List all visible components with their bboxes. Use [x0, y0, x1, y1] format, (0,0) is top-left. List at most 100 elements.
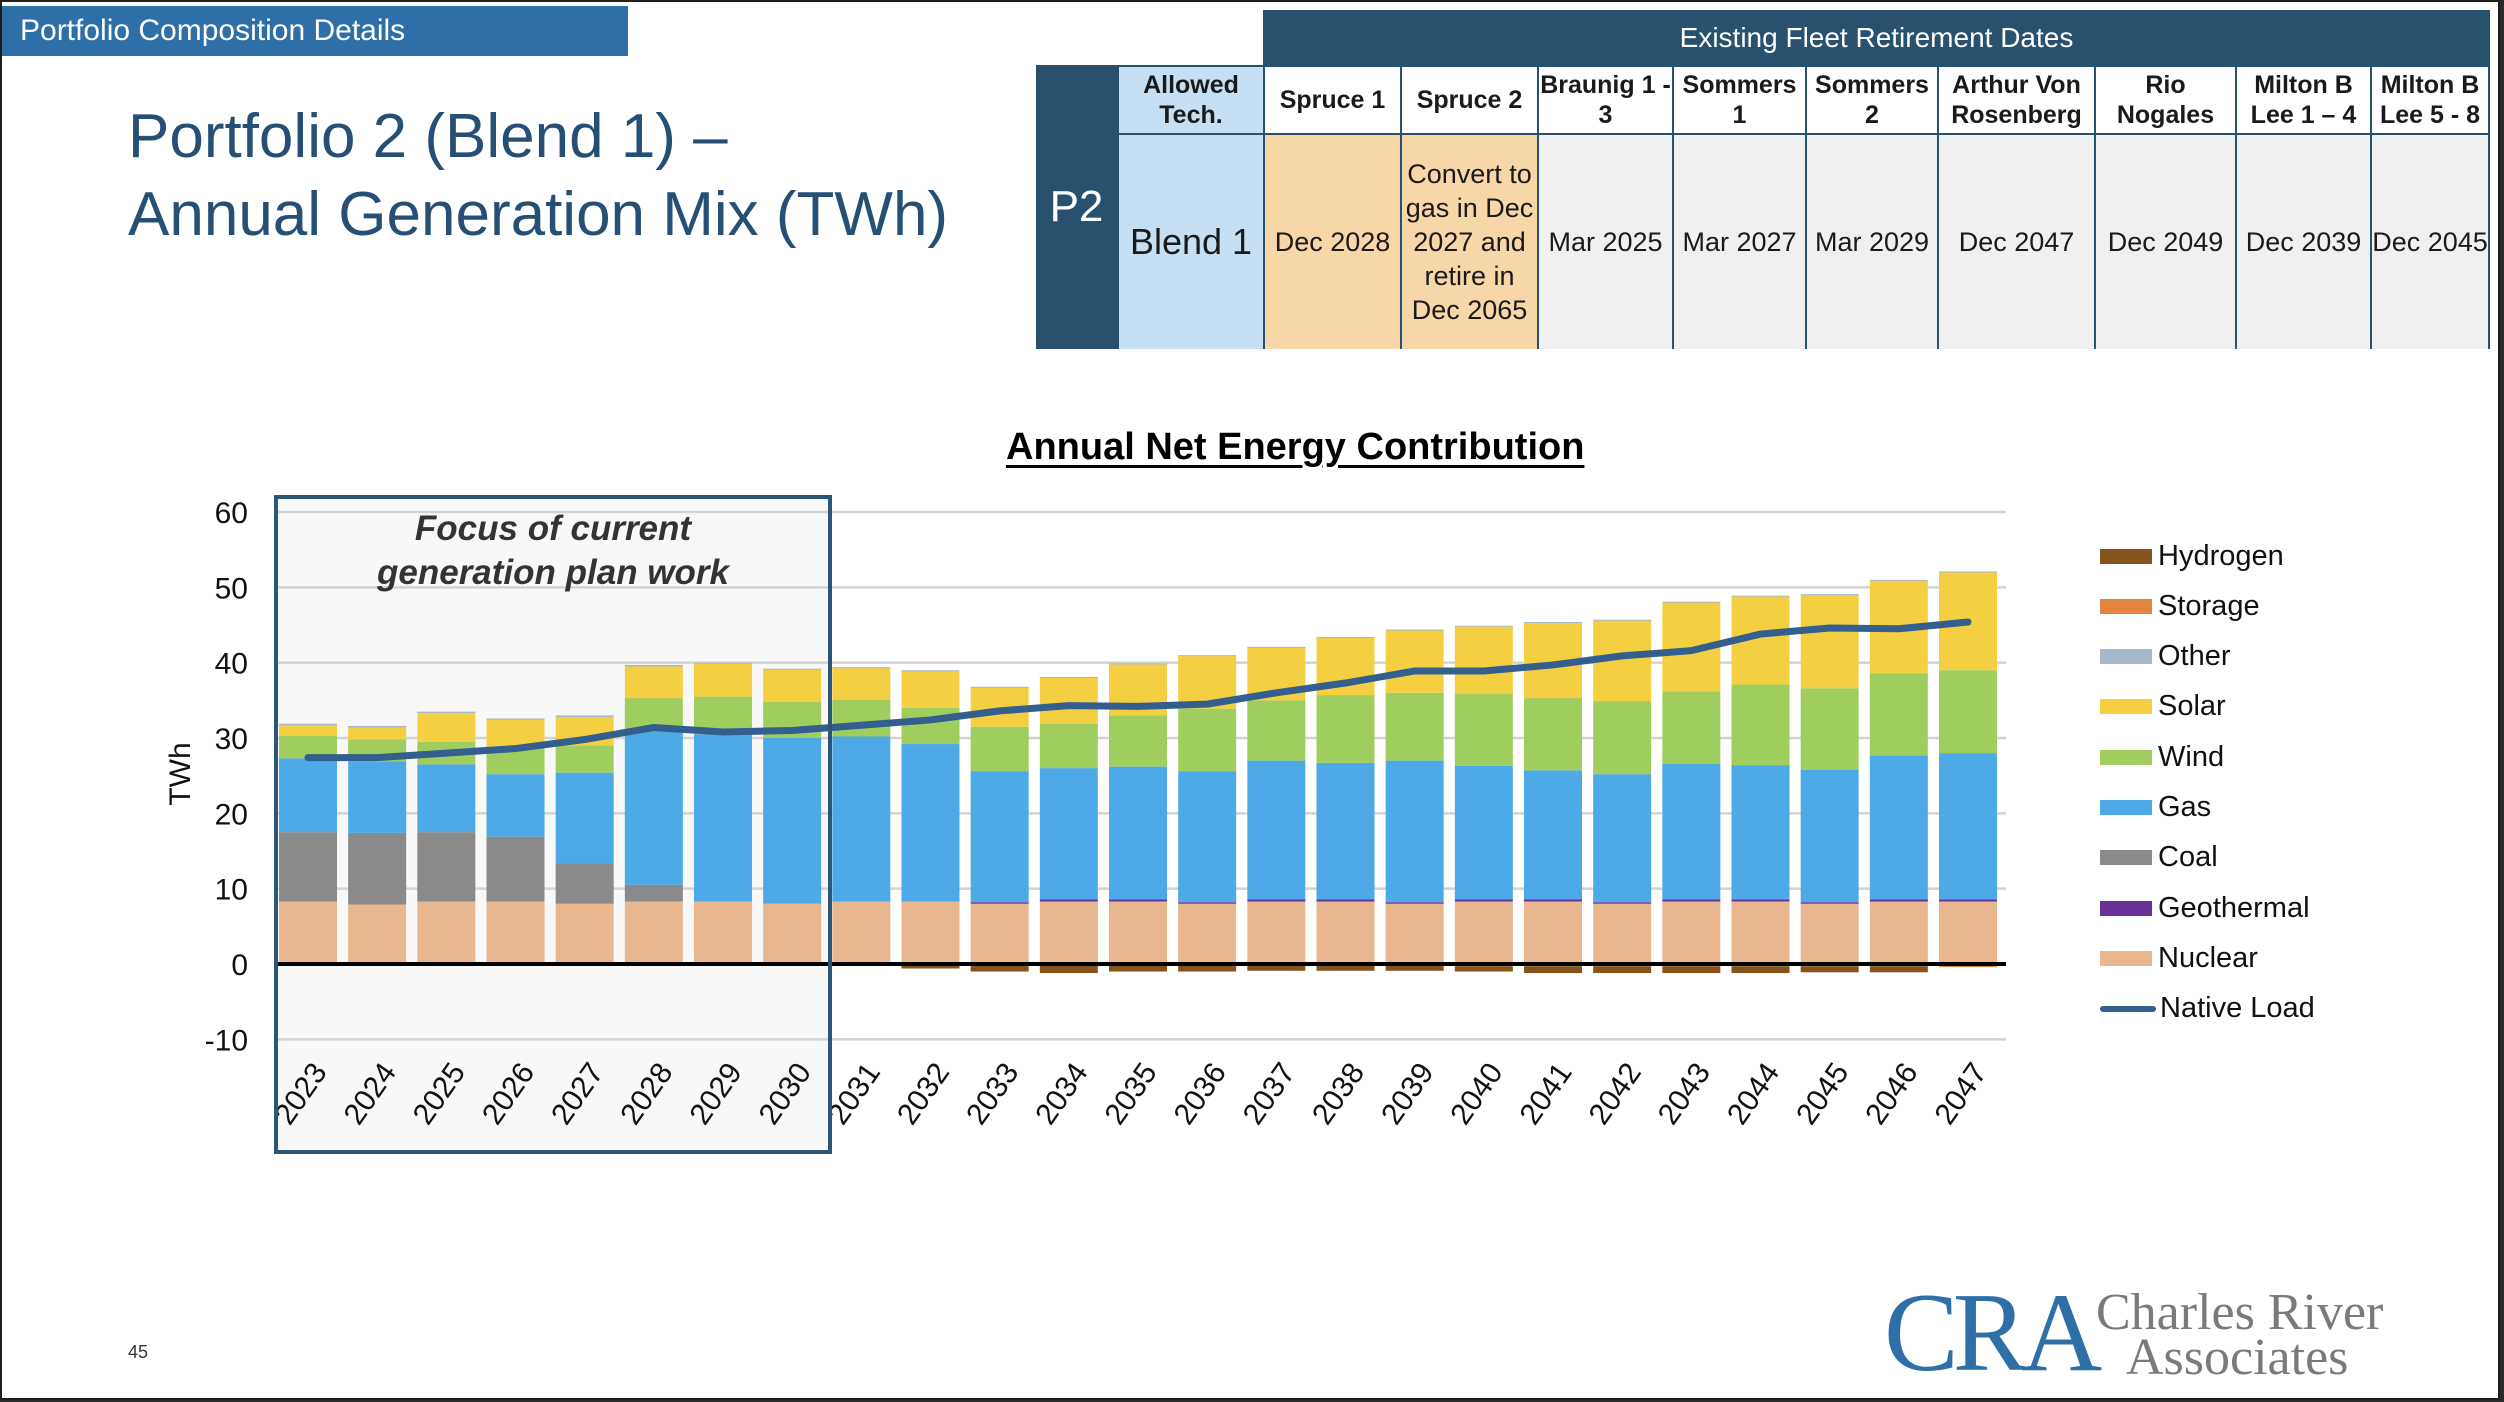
bar-segment-coal: [486, 836, 545, 902]
bar-segment-other: [1316, 637, 1375, 639]
legend-swatch: [2100, 649, 2152, 665]
bar-segment-wind: [1039, 723, 1098, 769]
chart-title: Annual Net Energy Contribution: [1006, 426, 1585, 468]
bar-segment-gas: [1247, 760, 1306, 900]
bar-segment-nuclear: [1316, 901, 1375, 964]
bar-segment-other: [1178, 655, 1237, 657]
bar-segment-nuclear: [1800, 903, 1859, 964]
bar-segment-nuclear: [1662, 901, 1721, 964]
x-tick-label: 2041: [1513, 1057, 1578, 1131]
table-column: Sommers 1 Mar 2027: [1672, 65, 1807, 349]
bar-segment-other: [1939, 571, 1997, 573]
y-tick-label: -10: [205, 1024, 248, 1057]
fleet-retirement-header: Existing Fleet Retirement Dates: [1263, 10, 2490, 66]
legend-item-solar: Solar: [2100, 689, 2226, 725]
bar-segment-other: [832, 667, 891, 669]
x-tick-label: 2045: [1790, 1057, 1855, 1131]
bar-segment-wind: [832, 699, 891, 737]
bar-segment-wind: [1385, 692, 1444, 761]
bar-segment-hydrogen: [1524, 966, 1582, 974]
section-banner: Portfolio Composition Details: [2, 6, 628, 56]
table-column: Spruce 2 Convert to gas in Dec 2027 and r…: [1400, 65, 1539, 349]
bar-segment-hydrogen: [1869, 966, 1928, 973]
bar-segment-nuclear: [555, 903, 614, 964]
bar-segment-gas: [1109, 766, 1167, 900]
bar-segment-nuclear: [1247, 901, 1306, 964]
bar-segment-nuclear: [486, 901, 545, 964]
x-tick-label: 2037: [1237, 1057, 1302, 1131]
bar-segment-geothermal: [1039, 899, 1098, 902]
bar-segment-nuclear: [1939, 901, 1997, 964]
bar-segment-other: [1039, 676, 1098, 678]
legend-label: Hydrogen: [2158, 539, 2284, 572]
bar-segment-gas: [832, 736, 891, 902]
logo-mark: CRA: [1884, 1271, 2102, 1395]
retirement-date-cell: Dec 2045: [2372, 135, 2488, 349]
legend-label: Geothermal: [2158, 891, 2310, 924]
column-header: Spruce 2: [1402, 67, 1537, 135]
bar-segment-hydrogen: [1247, 964, 1306, 971]
bar-segment-gas: [763, 738, 822, 904]
bar-segment-other: [763, 668, 822, 670]
legend-swatch: [2100, 900, 2152, 916]
bar-segment-geothermal: [1800, 902, 1859, 904]
bar-segment-wind: [1109, 715, 1167, 767]
bar-segment-geothermal: [1593, 902, 1652, 904]
x-tick-label: 2042: [1583, 1057, 1648, 1131]
bar-segment-geothermal: [1662, 899, 1721, 902]
bar-segment-gas: [279, 758, 337, 833]
bar-segment-gas: [1939, 753, 1997, 900]
bar-segment-solar: [279, 725, 337, 736]
bar-segment-gas: [1385, 760, 1444, 903]
page-title-line-1: Portfolio 2 (Blend 1) –: [128, 102, 728, 171]
legend-swatch: [2100, 548, 2152, 564]
bar-segment-nuclear: [1454, 901, 1513, 964]
bar-segment-wind: [1662, 691, 1721, 764]
bar-segment-coal: [348, 832, 407, 905]
bar-segment-nuclear: [1593, 903, 1652, 964]
bar-segment-hydrogen: [1731, 966, 1790, 974]
bar-segment-solar: [1454, 626, 1513, 694]
bar-segment-gas: [624, 729, 683, 885]
bar-segment-gas: [1039, 768, 1098, 900]
bar-segment-wind: [1247, 700, 1306, 761]
legend-item-coal: Coal: [2100, 840, 2218, 876]
y-tick-label: 20: [215, 798, 248, 831]
bar-segment-wind: [555, 745, 614, 773]
bar-segment-wind: [1524, 698, 1582, 771]
bar-segment-other: [1593, 619, 1652, 621]
legend-item-gas: Gas: [2100, 790, 2211, 826]
bar-segment-hydrogen: [1109, 964, 1167, 972]
y-tick-label: 30: [215, 723, 248, 756]
bar-segment-wind: [1178, 708, 1237, 772]
column-header: Arthur Von Rosenberg: [1939, 67, 2094, 135]
bar-segment-solar: [694, 663, 752, 697]
bar-segment-gas: [901, 744, 960, 902]
bar-segment-hydrogen: [1178, 964, 1237, 972]
bar-segment-other: [1454, 625, 1513, 627]
legend-label: Other: [2158, 640, 2231, 673]
bar-segment-hydrogen: [1800, 966, 1859, 973]
bar-segment-nuclear: [624, 901, 683, 964]
bar-segment-nuclear: [694, 901, 752, 964]
y-tick-label: 60: [215, 497, 248, 530]
bar-segment-geothermal: [1869, 899, 1928, 902]
bar-segment-hydrogen: [1454, 966, 1513, 972]
bar-segment-nuclear: [1385, 903, 1444, 964]
bar-segment-coal: [555, 863, 614, 904]
table-column: Arthur Von Rosenberg Dec 2047: [1937, 65, 2096, 349]
portfolio-row-label: P2: [1036, 65, 1117, 349]
legend-item-other: Other: [2100, 639, 2231, 675]
bar-segment-hydrogen: [1385, 965, 1444, 971]
bar-segment-wind: [1869, 673, 1928, 756]
x-tick-label: 2035: [1098, 1057, 1163, 1131]
bar-segment-solar: [1800, 594, 1859, 689]
x-tick-label: 2032: [891, 1057, 956, 1131]
bar-segment-solar: [1039, 677, 1098, 724]
bar-segment-gas: [1869, 755, 1928, 900]
bar-segment-gas: [486, 774, 545, 837]
y-tick-label: 0: [231, 949, 248, 982]
bar-segment-solar: [901, 670, 960, 708]
legend-label: Storage: [2158, 589, 2260, 622]
page-number: 45: [128, 1342, 149, 1362]
